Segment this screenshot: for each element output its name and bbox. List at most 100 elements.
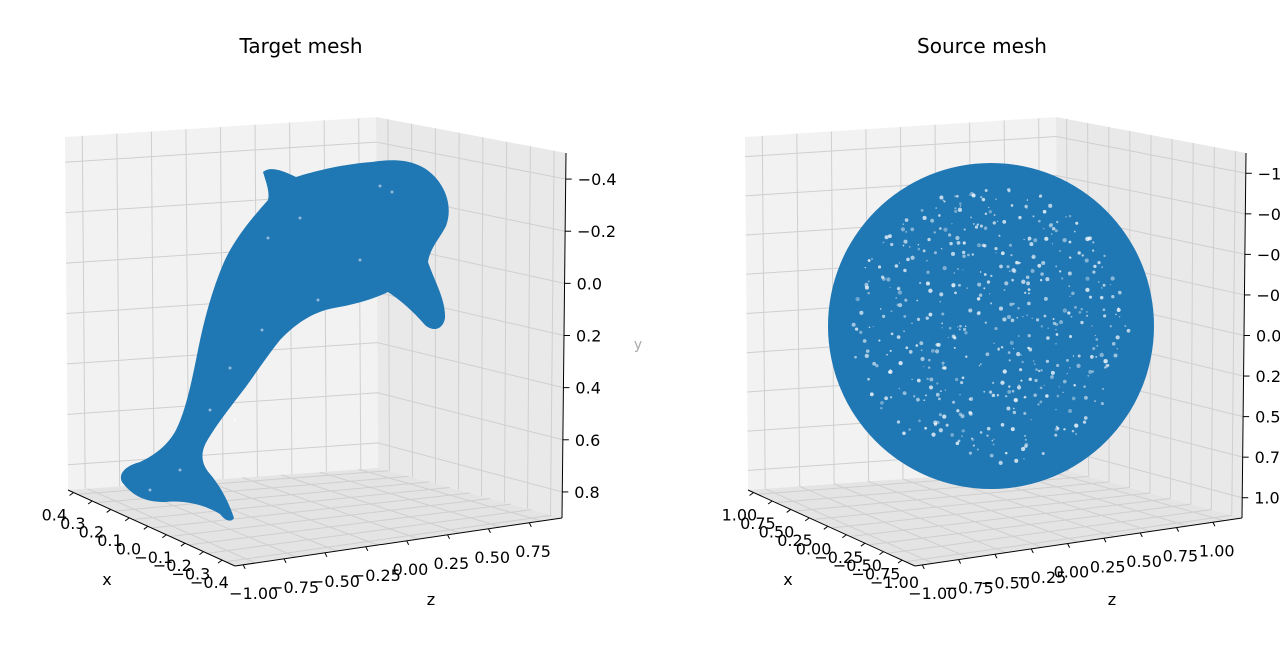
point-gap <box>854 355 857 359</box>
x-tick-mark <box>767 500 773 505</box>
x-tick-mark <box>217 559 223 564</box>
z-tick-mark <box>242 564 246 570</box>
gridline <box>1040 468 1224 522</box>
point-gap <box>1088 295 1093 299</box>
point-gap <box>864 266 867 269</box>
point-gap <box>919 341 924 346</box>
point-gap <box>989 390 993 394</box>
z-tick-mark <box>1139 532 1143 538</box>
point-gap <box>1073 230 1076 233</box>
point-gap <box>996 220 999 223</box>
point-gap <box>962 269 964 271</box>
point-gap <box>1084 258 1089 263</box>
point-gap <box>1009 340 1014 345</box>
point-gap <box>976 448 979 451</box>
point-gap <box>958 328 961 331</box>
point-gap <box>997 349 1000 351</box>
target-mesh-points <box>120 160 449 521</box>
point-gap <box>875 364 879 368</box>
point-gap <box>929 377 934 382</box>
point-gap <box>898 387 901 390</box>
point-gap <box>984 212 988 216</box>
point-gap <box>916 397 920 402</box>
point-gap <box>942 265 947 271</box>
point-gap <box>1111 295 1115 299</box>
point-gap <box>864 353 869 359</box>
point-gap <box>390 190 394 194</box>
point-gap <box>994 246 998 251</box>
z-tick-mark <box>1067 543 1071 548</box>
point-gap <box>1023 395 1027 399</box>
point-gap <box>1020 446 1026 452</box>
point-gap <box>1026 314 1029 317</box>
point-gap <box>1115 313 1117 316</box>
point-gap <box>889 349 892 352</box>
point-gap <box>1024 444 1028 449</box>
point-gap <box>918 419 921 423</box>
point-gap <box>1083 385 1086 388</box>
point-gap <box>1092 241 1095 244</box>
point-gap <box>903 315 907 318</box>
point-gap <box>954 209 958 213</box>
point-gap <box>1016 385 1022 390</box>
point-gap <box>1024 291 1027 294</box>
point-gap <box>1081 254 1084 257</box>
point-gap <box>900 227 906 232</box>
point-gap <box>1012 348 1015 350</box>
point-gap <box>898 360 903 366</box>
point-gap <box>859 330 863 334</box>
point-gap <box>1051 243 1054 245</box>
z-tick-label: 0.00 <box>1054 563 1090 582</box>
x-tick-label: −0.2 <box>153 556 192 575</box>
point-gap <box>996 394 1000 397</box>
point-gap <box>998 234 1001 237</box>
x-tick-label: 0.1 <box>97 531 122 550</box>
point-gap <box>940 247 943 250</box>
point-gap <box>260 328 264 332</box>
point-gap <box>943 200 946 203</box>
gridline <box>319 471 501 528</box>
point-gap <box>986 426 991 431</box>
point-gap <box>971 253 974 256</box>
point-gap <box>902 244 905 247</box>
x-tick-label: −1.00 <box>870 573 919 592</box>
point-gap <box>998 306 1004 311</box>
y-tick-label: 0.0 <box>1256 327 1280 346</box>
point-gap <box>1055 408 1057 411</box>
x-tick-label: 0.4 <box>42 506 67 525</box>
target-mesh-title: Target mesh <box>238 34 362 58</box>
point-gap <box>992 443 995 446</box>
point-gap <box>968 411 973 416</box>
point-gap <box>896 420 901 424</box>
z-tick-label: 0.75 <box>515 542 551 561</box>
point-gap <box>938 214 941 217</box>
point-gap <box>1055 329 1057 331</box>
point-gap <box>983 244 987 248</box>
y-tick-label: −0. <box>1257 205 1280 224</box>
point-gap <box>1035 318 1040 322</box>
target-y-axis-label: y <box>634 337 642 353</box>
point-gap <box>1109 324 1113 328</box>
target-mesh-sparse-points <box>148 184 394 492</box>
point-gap <box>961 250 966 255</box>
point-gap <box>962 327 967 332</box>
point-gap <box>1028 348 1033 352</box>
point-gap <box>1092 347 1096 351</box>
z-tick-label: −0.50 <box>311 572 360 591</box>
point-gap <box>999 264 1003 269</box>
point-gap <box>971 193 976 198</box>
point-gap <box>986 434 989 437</box>
point-gap <box>998 460 1003 465</box>
point-gap <box>972 222 975 225</box>
point-gap <box>959 205 962 207</box>
point-gap <box>911 322 913 325</box>
source-mesh-title: Source mesh <box>917 34 1047 58</box>
point-gap <box>910 227 915 232</box>
target-mesh-plot: Target mesh 0.40.30.20.10.0−0.1−0.2−0.3−… <box>42 34 643 609</box>
point-gap <box>884 396 888 401</box>
point-gap <box>878 339 881 342</box>
point-gap <box>867 259 871 262</box>
point-gap <box>1012 410 1017 415</box>
point-gap <box>872 325 874 328</box>
point-gap <box>1040 325 1044 328</box>
